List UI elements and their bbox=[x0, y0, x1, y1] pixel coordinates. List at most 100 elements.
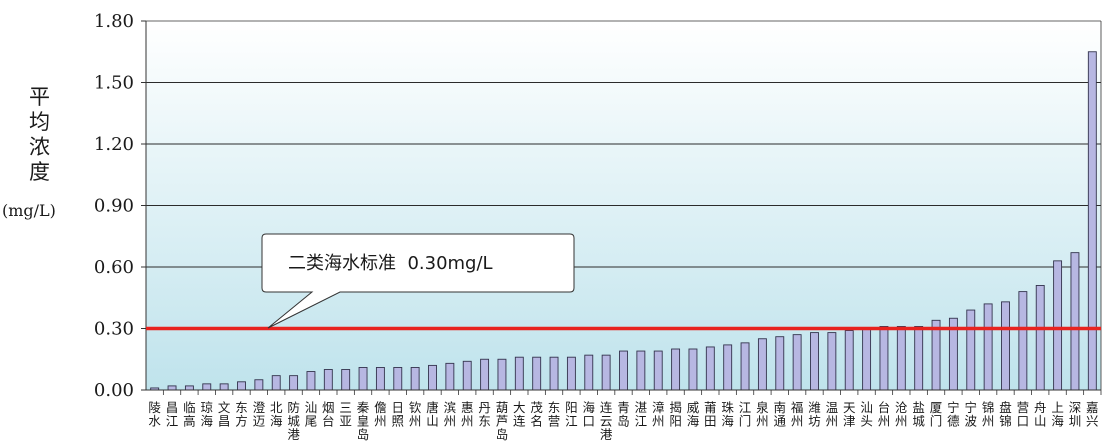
bar bbox=[966, 309, 976, 391]
bar bbox=[341, 369, 351, 391]
bar bbox=[514, 356, 524, 391]
bar bbox=[1001, 301, 1010, 391]
x-tick-label: 江门 bbox=[739, 400, 752, 429]
x-tick-label: 东方 bbox=[235, 400, 248, 429]
bar bbox=[549, 356, 559, 391]
bar bbox=[271, 375, 281, 391]
x-tick-label: 防城港 bbox=[287, 400, 300, 442]
bar bbox=[983, 303, 993, 391]
bar bbox=[393, 367, 403, 391]
x-tick-label: 泉州 bbox=[756, 400, 769, 429]
x-tick-label: 连云港 bbox=[600, 400, 613, 442]
x-axis-labels: 陵水昌江临高琼海文昌东方澄迈北海防城港汕尾烟台三亚秦皇岛儋州日照钦州唐山滨州惠州… bbox=[148, 390, 1102, 442]
x-tick-label: 南通 bbox=[774, 400, 787, 429]
bar bbox=[601, 354, 611, 391]
x-tick-label: 天津 bbox=[843, 400, 856, 429]
x-tick-label: 盘锦 bbox=[999, 400, 1012, 429]
bar bbox=[879, 326, 889, 391]
x-tick-label: 澄迈 bbox=[253, 400, 266, 429]
bar bbox=[358, 367, 368, 391]
bar bbox=[497, 358, 507, 391]
x-tick-label: 海口 bbox=[583, 400, 596, 429]
bar bbox=[688, 348, 698, 391]
x-tick-label: 深圳 bbox=[1069, 400, 1082, 429]
bar bbox=[775, 336, 785, 391]
bar bbox=[896, 326, 906, 391]
bar bbox=[619, 350, 628, 391]
y-axis-label: 平均浓度 bbox=[29, 85, 50, 184]
y-tick-label: 0.30 bbox=[94, 319, 134, 340]
x-tick-label: 嘉兴 bbox=[1086, 400, 1099, 429]
y-tick-label: 1.50 bbox=[94, 73, 134, 94]
bar bbox=[1018, 291, 1028, 391]
x-tick-label: 盐城 bbox=[912, 400, 925, 429]
bar bbox=[1053, 260, 1063, 391]
y-tick-label: 0.90 bbox=[94, 196, 134, 217]
bar bbox=[810, 332, 819, 391]
y-tick-label: 1.20 bbox=[94, 134, 134, 155]
bar bbox=[1070, 252, 1080, 391]
bar bbox=[827, 332, 837, 391]
reference-callout: 二类海水标准 0.30mg/L bbox=[261, 233, 575, 329]
callout-bubble bbox=[261, 233, 575, 329]
x-tick-label: 临高 bbox=[183, 400, 196, 429]
x-tick-label: 珠海 bbox=[721, 400, 734, 429]
x-tick-label: 北海 bbox=[270, 400, 283, 429]
x-tick-label: 宁德 bbox=[947, 400, 960, 429]
x-tick-label: 汕头 bbox=[860, 400, 873, 429]
y-tick-label: 1.80 bbox=[94, 11, 134, 32]
x-tick-label: 陵水 bbox=[148, 400, 161, 429]
bar bbox=[705, 346, 715, 391]
bar bbox=[480, 358, 490, 391]
x-tick-label: 台州 bbox=[878, 400, 891, 429]
x-tick-label: 日照 bbox=[392, 400, 405, 429]
x-tick-label: 厦门 bbox=[930, 400, 943, 429]
y-tick-label: 0.60 bbox=[94, 257, 134, 278]
x-tick-label: 文昌 bbox=[218, 400, 231, 429]
bar bbox=[254, 379, 264, 391]
bar bbox=[757, 338, 767, 391]
x-tick-label: 威海 bbox=[687, 400, 700, 429]
x-tick-label: 茂名 bbox=[530, 400, 543, 429]
bar bbox=[410, 367, 420, 391]
x-tick-label: 锦州 bbox=[982, 400, 995, 429]
bar bbox=[671, 348, 681, 391]
x-tick-label: 惠州 bbox=[461, 400, 474, 429]
x-tick-label: 秦皇岛 bbox=[357, 400, 370, 442]
x-tick-label: 汕尾 bbox=[305, 400, 318, 429]
bar bbox=[462, 360, 472, 391]
x-tick-label: 琼海 bbox=[201, 400, 214, 429]
bar bbox=[323, 369, 333, 391]
bar bbox=[1035, 285, 1045, 391]
x-tick-label: 揭阳 bbox=[669, 400, 682, 429]
x-tick-label: 烟台 bbox=[322, 400, 335, 429]
x-tick-label: 漳州 bbox=[652, 400, 665, 429]
bar bbox=[202, 383, 212, 391]
bar bbox=[445, 362, 455, 391]
x-tick-label: 潍坊 bbox=[808, 400, 821, 429]
bar bbox=[375, 367, 385, 391]
callout-text: 二类海水标准 0.30mg/L bbox=[288, 253, 493, 274]
bar bbox=[844, 330, 854, 391]
x-tick-label: 昌江 bbox=[166, 400, 179, 429]
bar bbox=[184, 385, 194, 391]
y-axis-title: 平均浓度 (mg/L) bbox=[2, 85, 56, 220]
x-tick-label: 舟山 bbox=[1034, 400, 1047, 429]
bar bbox=[566, 356, 576, 391]
bar bbox=[862, 328, 872, 391]
bar bbox=[237, 381, 246, 391]
bar bbox=[653, 350, 663, 391]
x-tick-label: 唐山 bbox=[426, 400, 439, 429]
bar bbox=[740, 342, 750, 391]
bar bbox=[428, 364, 437, 391]
x-tick-label: 福州 bbox=[791, 400, 804, 429]
y-axis-unit: (mg/L) bbox=[2, 201, 56, 220]
bar bbox=[914, 326, 924, 391]
y-axis-ticks: 0.00 0.30 0.60 0.90 1.20 1.50 1.80 bbox=[94, 11, 146, 401]
x-tick-label: 青岛 bbox=[617, 400, 630, 429]
x-tick-label: 葫芦岛 bbox=[496, 400, 509, 442]
x-tick-label: 三亚 bbox=[339, 400, 352, 429]
bar bbox=[636, 350, 646, 391]
bar bbox=[931, 319, 941, 391]
